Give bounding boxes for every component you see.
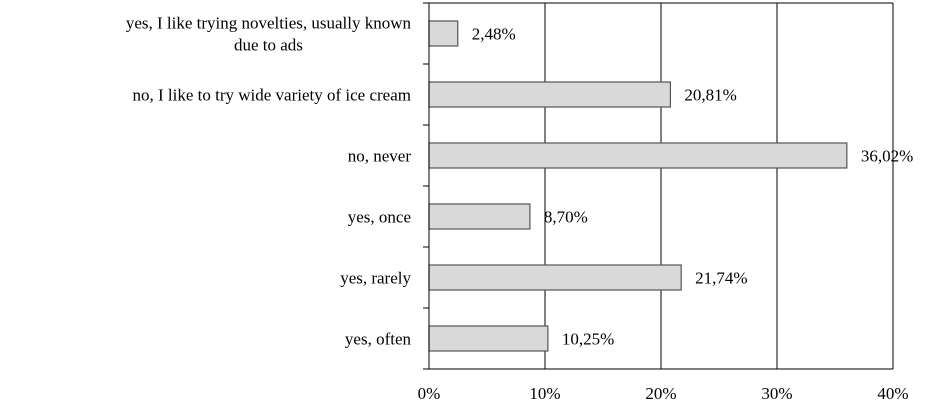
value-label-1: 20,81% bbox=[684, 86, 736, 105]
category-label-5: yes, often bbox=[345, 330, 412, 349]
bar-0 bbox=[428, 20, 459, 47]
category-label-4: yes, rarely bbox=[340, 269, 411, 288]
x-tick-label-30: 30% bbox=[761, 384, 792, 403]
category-label-3: yes, once bbox=[348, 208, 411, 227]
value-label-0: 2,48% bbox=[472, 25, 516, 44]
axes bbox=[423, 2, 893, 370]
x-tick-label-20: 20% bbox=[645, 384, 676, 403]
x-tick-label-0: 0% bbox=[418, 384, 441, 403]
category-label-2: no, never bbox=[348, 147, 412, 166]
value-label-4: 21,74% bbox=[695, 269, 747, 288]
category-label-1: no, I like to try wide variety of ice cr… bbox=[133, 86, 412, 105]
value-label-5: 10,25% bbox=[562, 330, 614, 349]
x-tick-label-40: 40% bbox=[877, 384, 908, 403]
bar-5 bbox=[428, 325, 549, 352]
bar-3 bbox=[428, 203, 531, 230]
category-label-0: yes, I like trying novelties, usually kn… bbox=[126, 14, 412, 55]
bars bbox=[428, 20, 848, 352]
labels: 2,48% yes, I like trying novelties, usual… bbox=[126, 14, 913, 404]
bar-4 bbox=[428, 264, 682, 291]
gridlines bbox=[429, 2, 894, 369]
x-tick-label-10: 10% bbox=[529, 384, 560, 403]
bar-2 bbox=[428, 142, 848, 169]
value-label-2: 36,02% bbox=[861, 147, 913, 166]
bar-1 bbox=[428, 81, 671, 108]
value-label-3: 8,70% bbox=[544, 208, 588, 227]
